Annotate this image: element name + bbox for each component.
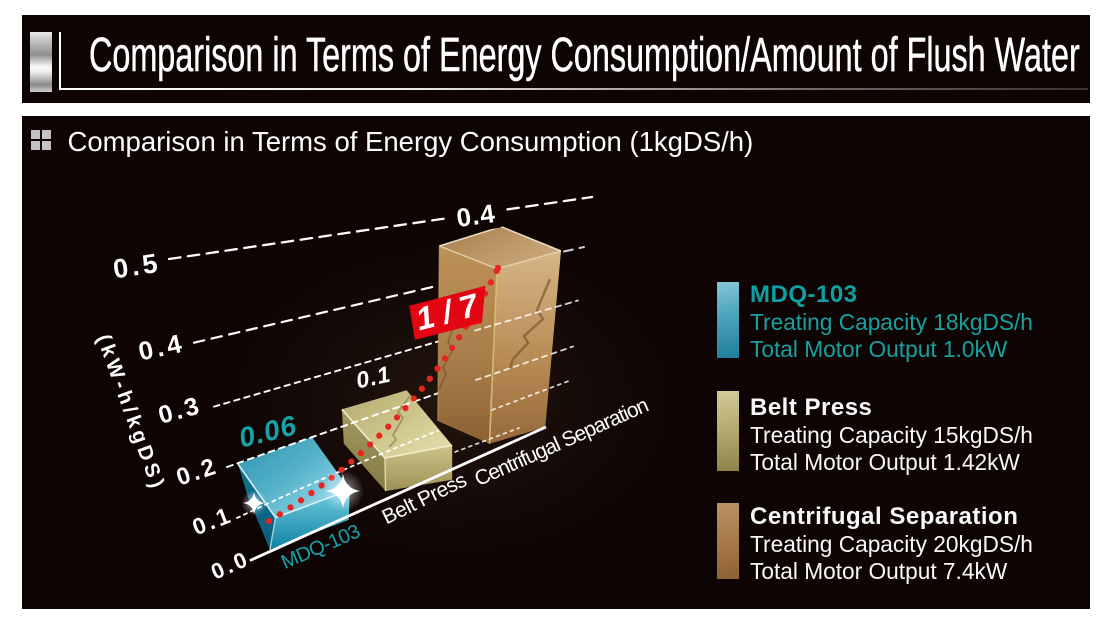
svg-text:0.1: 0.1 [189, 501, 237, 540]
svg-text:0.0: 0.0 [207, 546, 253, 585]
svg-text:0.4: 0.4 [136, 327, 188, 366]
svg-text:0.3: 0.3 [155, 391, 205, 430]
svg-text:0.4: 0.4 [455, 198, 498, 233]
svg-text:0.2: 0.2 [173, 452, 222, 491]
svg-text:0.5: 0.5 [111, 248, 163, 285]
